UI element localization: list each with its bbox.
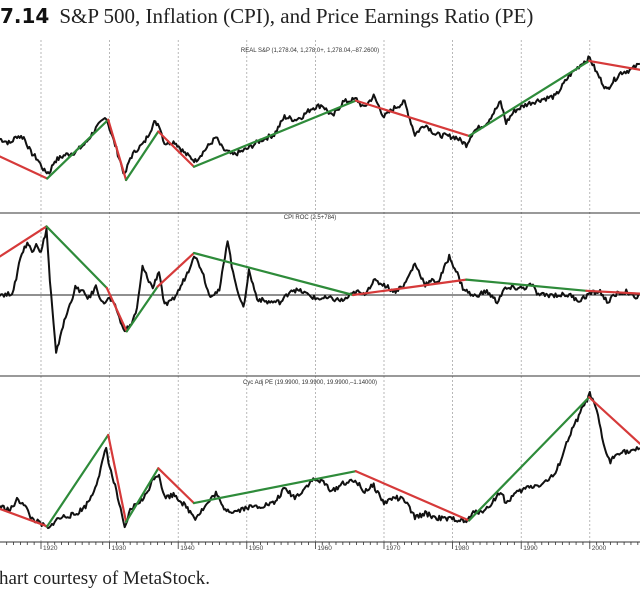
x-tick-label: 1930 [112,545,127,552]
trend-segment-green [124,467,160,524]
panel-title-sp500: REAL S&P (1,278.04, 1,278.0+, 1,278.04,–… [241,48,379,54]
trend-segment-red [588,396,640,445]
price-line-pe [0,391,640,530]
trend-segment-green [467,59,591,138]
figure-caption: hart courtesy of MetaStock. [0,568,211,589]
trend-segment-green [465,278,588,292]
trend-segment-green [467,396,591,522]
trend-segment-green [192,251,355,297]
trend-segment-green [46,433,110,528]
trend-segment-green [192,99,357,168]
trend-segment-red [0,225,48,258]
figure-title-text: S&P 500, Inflation (CPI), and Price Earn… [59,4,534,28]
trend-segment-red [107,118,128,182]
x-tick-label: 2000 [592,545,607,552]
trend-segment-green [124,130,160,182]
trend-segment-green [125,285,159,333]
x-tick-label: 1950 [249,545,264,552]
panel-title-pe: Cyc Adj PE (19.9900, 19.9900, 19.9900,–1… [243,380,377,386]
x-tick-label: 1970 [386,545,401,552]
trend-segment-red [105,286,128,333]
trend-segment-red [352,278,468,297]
trend-segment-green [192,470,357,505]
trend-segment-red [156,251,196,288]
figure-title: 7.14 S&P 500, Inflation (CPI), and Price … [0,4,533,34]
trend-segment-red [107,433,128,524]
x-tick-label: 1960 [317,545,332,552]
trend-segment-green [46,118,110,180]
trend-segment-red [585,289,640,295]
x-tick-label: 1980 [455,545,470,552]
trend-segment-red [588,59,640,71]
trend-segment-red [354,470,471,522]
x-tick-label: 1990 [523,545,538,552]
trend-segment-red [354,99,471,138]
x-tick-label: 1940 [180,545,195,552]
trend-segment-red [157,130,196,168]
figure-number: 7.14 [0,4,50,28]
price-line-sp500 [0,55,640,175]
trend-segment-green [45,225,108,290]
trend-segment-red [0,155,49,180]
x-tick-label: 1920 [43,545,58,552]
panel-title-cpi: CPI ROC (2.5+784) [284,215,337,221]
trend-segment-red [0,507,49,528]
price-line-cpi [0,227,640,354]
trend-segment-red [157,467,196,505]
